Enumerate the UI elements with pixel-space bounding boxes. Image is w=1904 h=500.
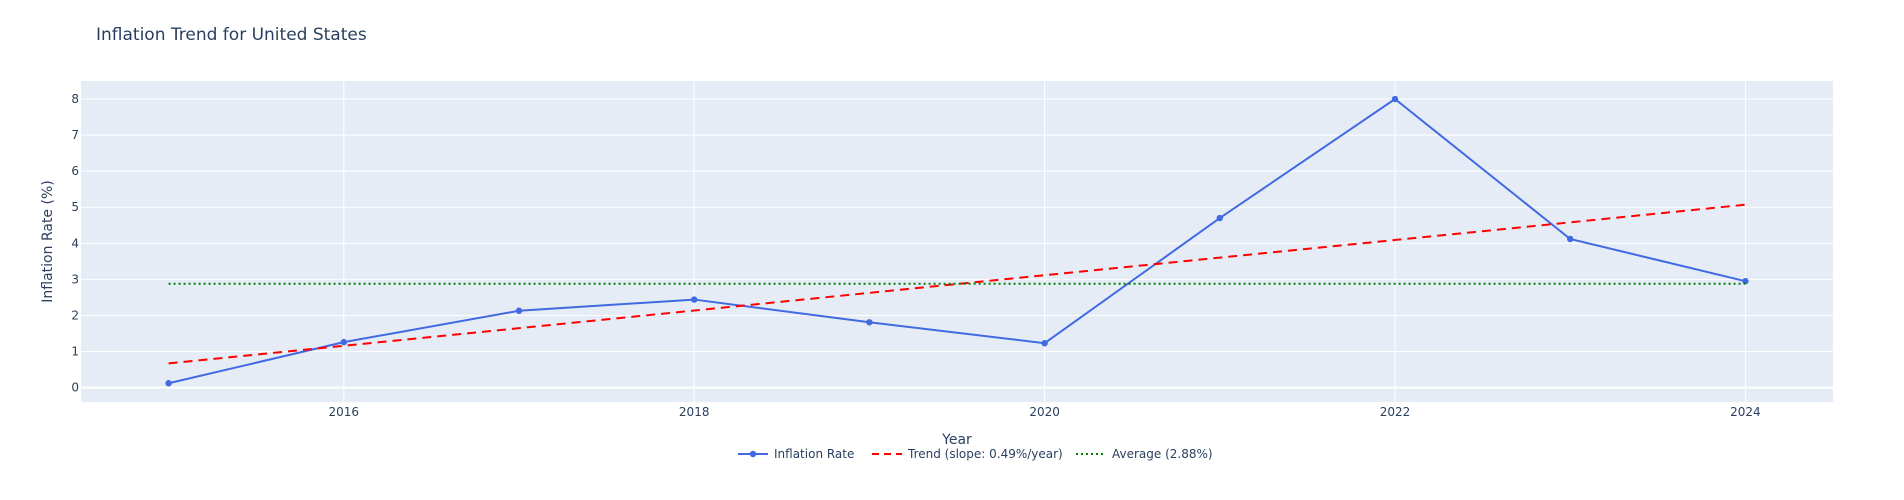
y-tick-label: 1 bbox=[71, 345, 79, 359]
data-point bbox=[340, 338, 347, 346]
x-tick-label: 2020 bbox=[1029, 405, 1060, 419]
legend-item-0[interactable]: Inflation Rate bbox=[738, 447, 854, 461]
y-tick-label: 6 bbox=[71, 164, 79, 178]
data-point bbox=[1041, 340, 1048, 347]
data-point bbox=[1742, 277, 1749, 285]
y-tick-label: 3 bbox=[71, 272, 79, 286]
x-tick-label: 2016 bbox=[329, 405, 360, 419]
legend-label: Inflation Rate bbox=[774, 447, 854, 461]
y-tick-label: 4 bbox=[71, 236, 79, 250]
legend-item-2[interactable]: Average (2.88%) bbox=[1076, 447, 1213, 461]
data-point bbox=[1216, 214, 1224, 222]
data-point bbox=[165, 380, 172, 387]
y-axis-label: Inflation Rate (%) bbox=[40, 180, 56, 302]
data-point bbox=[1567, 235, 1574, 243]
gridlines bbox=[81, 81, 1833, 402]
x-tick-label: 2018 bbox=[679, 405, 710, 419]
chart-title: Inflation Trend for United States bbox=[96, 25, 367, 45]
x-axis-label: Year bbox=[941, 432, 972, 448]
y-tick-label: 7 bbox=[71, 128, 79, 142]
data-point bbox=[515, 307, 523, 314]
legend-label: Average (2.88%) bbox=[1112, 447, 1213, 461]
legend-marker bbox=[749, 450, 757, 458]
data-point bbox=[691, 296, 698, 303]
legend[interactable]: Inflation Rate Trend (slope: 0.49%/year) A… bbox=[738, 447, 1213, 461]
y-tick-label: 5 bbox=[71, 200, 79, 214]
data-point bbox=[1391, 95, 1399, 103]
x-tick-label: 2022 bbox=[1380, 405, 1411, 419]
x-tick-label: 2024 bbox=[1730, 405, 1761, 419]
y-tick-label: 8 bbox=[71, 92, 79, 106]
data-point bbox=[866, 319, 873, 326]
legend-item-1[interactable]: Trend (slope: 0.49%/year) bbox=[872, 447, 1063, 461]
series-line-1 bbox=[168, 203, 1746, 365]
series-layer bbox=[165, 95, 1749, 387]
y-tick-label: 0 bbox=[71, 381, 79, 395]
series-line-0 bbox=[168, 97, 1746, 385]
legend-label: Trend (slope: 0.49%/year) bbox=[907, 447, 1063, 461]
axis-ticks: 0 1 2 3 4 5 6 7 8 2016 2018 2020 2022 2024 bbox=[71, 92, 1760, 419]
plot-area bbox=[81, 81, 1833, 402]
y-tick-label: 2 bbox=[71, 308, 79, 322]
